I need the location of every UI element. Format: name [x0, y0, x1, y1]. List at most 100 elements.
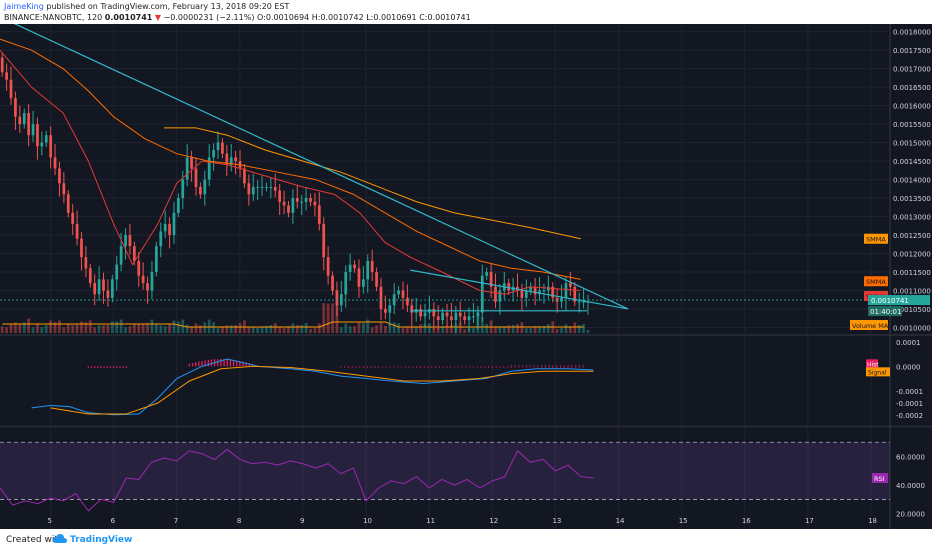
candle — [507, 283, 511, 291]
published-text: published on TradingView.com, February 1… — [46, 2, 290, 11]
candle — [212, 150, 215, 158]
candle — [551, 286, 555, 298]
candle — [282, 201, 286, 206]
time-tick-label: 5 — [47, 517, 51, 525]
price-tick-label: 0.0013500 — [893, 195, 931, 203]
candle — [40, 142, 44, 147]
volume-bar — [353, 326, 356, 333]
author-link[interactable]: JaimeKing — [4, 2, 44, 11]
price-tick-label: 0.0010000 — [893, 324, 931, 332]
time-tick-label: 7 — [174, 517, 178, 525]
volume-bar — [379, 322, 383, 333]
volume-bar — [375, 325, 378, 333]
volume-bar — [238, 323, 242, 333]
candle — [71, 212, 75, 224]
candle — [199, 186, 202, 195]
volume-bar — [234, 325, 237, 333]
candle — [229, 157, 233, 165]
ohlc-high: H:0.0010742 — [311, 13, 364, 22]
candle — [75, 223, 79, 239]
volume-bar — [97, 325, 101, 333]
candle — [243, 168, 246, 184]
candle — [335, 290, 339, 306]
candle — [467, 316, 471, 321]
candle — [181, 179, 185, 199]
last-price: 0.0010741 — [104, 13, 153, 22]
volume-bar — [203, 322, 207, 333]
rsi-tick-label: 60.0000 — [896, 454, 925, 462]
volume-bar — [428, 323, 431, 333]
candle — [524, 290, 528, 298]
volume-bar — [282, 328, 286, 333]
rsi-tick-label: 20.0000 — [896, 511, 925, 519]
price-axis[interactable]: 0.0018000 0.0017500 0.0017000 0.0016500 0.00… — [850, 29, 931, 333]
volume-bar — [538, 326, 541, 333]
candle — [361, 279, 365, 287]
volume-bar — [137, 323, 141, 333]
candle — [542, 290, 546, 292]
trendline — [13, 24, 629, 310]
volume-bar — [582, 324, 585, 333]
candle — [564, 283, 568, 298]
volume-bar — [71, 325, 75, 333]
candle — [357, 268, 361, 287]
candle — [375, 272, 378, 287]
candle — [445, 312, 449, 317]
volume-ma-line — [2, 321, 584, 328]
candle — [309, 198, 312, 202]
candle — [185, 157, 189, 180]
candle — [331, 275, 334, 291]
candle — [300, 201, 304, 203]
volume-bar — [36, 323, 39, 333]
candle — [353, 264, 356, 269]
volume-bar — [62, 327, 66, 333]
candle — [432, 308, 436, 317]
candle — [582, 301, 585, 303]
price-tick-label: 0.0015000 — [893, 140, 931, 148]
volume-bar — [53, 322, 57, 333]
volume-bar — [498, 326, 502, 333]
tradingview-brand[interactable]: TradingView — [70, 535, 133, 545]
candle — [5, 72, 8, 80]
candle — [313, 201, 317, 206]
chart-canvas[interactable]: 0.0001 0.0000 -0.0001 -0.0001 -0.0002 HistSig… — [0, 24, 932, 530]
volume-bar — [507, 325, 511, 333]
price-tick-label: 0.0012500 — [893, 232, 931, 240]
macd-tick-label: 0.0000 — [896, 363, 921, 371]
volume-bar — [414, 326, 418, 333]
volume-bar — [560, 328, 563, 333]
volume-bar — [265, 326, 268, 333]
candle — [520, 290, 524, 298]
volume-bar — [212, 322, 215, 333]
candle — [0, 57, 4, 73]
trendlines[interactable] — [0, 24, 629, 312]
volume-bar — [93, 327, 97, 333]
time-axis[interactable]: 5 6 7 8 9 10 11 12 13 14 15 16 17 18 — [47, 517, 876, 525]
candle — [128, 235, 132, 247]
volume-bar — [520, 322, 524, 333]
candle — [62, 183, 66, 195]
volume-bar — [256, 328, 260, 333]
volume-bar — [247, 327, 251, 333]
rsi-panel: 60.0000 40.0000 20.0000 RSI — [0, 441, 925, 519]
price-tick-label: 0.0017000 — [893, 66, 931, 74]
candle — [291, 198, 295, 213]
volume-bar — [568, 326, 572, 333]
candle — [516, 286, 519, 291]
macd-tick-label: -0.0002 — [896, 412, 923, 420]
volume-bar — [194, 323, 198, 333]
time-tick-label: 14 — [616, 517, 625, 525]
volume-bar — [344, 323, 348, 333]
candle — [221, 142, 224, 154]
cloud-icon — [53, 534, 67, 543]
volume-bar — [309, 329, 312, 333]
candle — [485, 272, 489, 276]
volume-bar — [44, 325, 48, 333]
volume-bar — [494, 326, 497, 333]
rsi-band — [0, 442, 890, 500]
price-tick-label: 0.0010500 — [893, 306, 931, 314]
volume-bar — [335, 303, 339, 333]
smma-tag — [864, 233, 888, 244]
volume-bar — [106, 325, 110, 333]
candle — [234, 157, 237, 162]
